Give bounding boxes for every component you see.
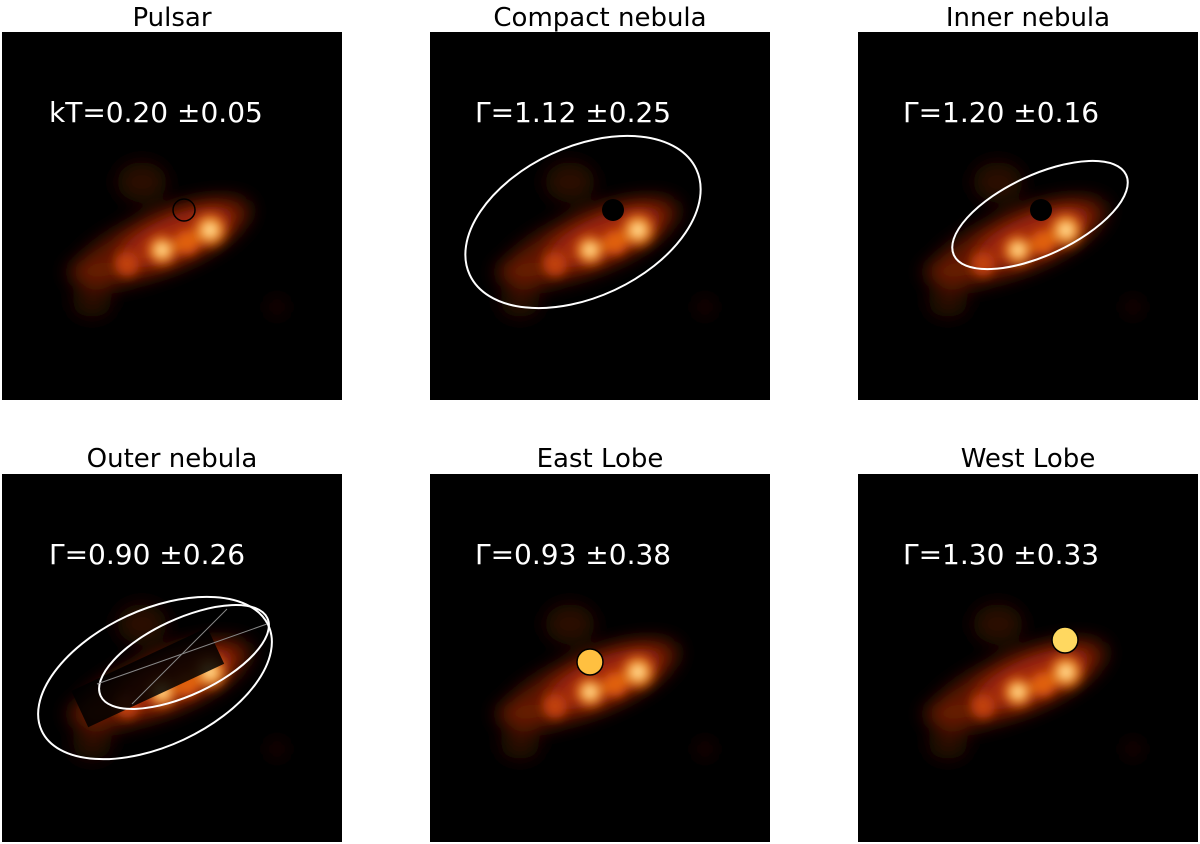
panel-title: West Lobe bbox=[961, 444, 1096, 474]
panel-title: Outer nebula bbox=[87, 444, 258, 474]
annotation: Γ=1.20 ±0.16 bbox=[903, 96, 1099, 129]
annotation: Γ=1.30 ±0.33 bbox=[903, 538, 1099, 571]
panel: Γ=0.90 ±0.26 bbox=[2, 474, 342, 842]
panel: Γ=1.20 ±0.16 bbox=[858, 32, 1198, 400]
panel: Γ=1.30 ±0.33 bbox=[858, 474, 1198, 842]
annotation: Γ=0.90 ±0.26 bbox=[49, 538, 245, 571]
panel: Γ=1.12 ±0.25 bbox=[430, 32, 770, 400]
panel-title: Inner nebula bbox=[946, 3, 1110, 33]
annotation: kT=0.20 ±0.05 bbox=[49, 96, 263, 129]
annotation: Γ=1.12 ±0.25 bbox=[475, 96, 671, 129]
panel-title: East Lobe bbox=[537, 444, 664, 474]
annotation: Γ=0.93 ±0.38 bbox=[475, 538, 671, 571]
panel-title: Pulsar bbox=[132, 3, 211, 33]
panel: Γ=0.93 ±0.38 bbox=[430, 474, 770, 842]
panel: kT=0.20 ±0.05 bbox=[2, 32, 342, 400]
panel-title: Compact nebula bbox=[493, 3, 706, 33]
